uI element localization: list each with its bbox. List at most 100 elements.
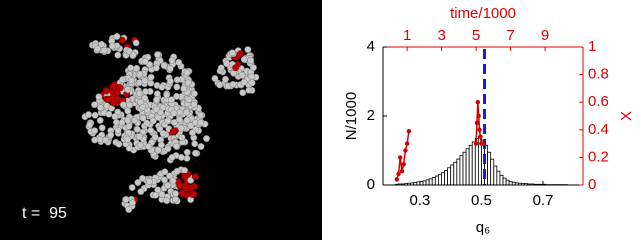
particle: [118, 36, 126, 44]
bar: [447, 167, 452, 186]
particle: [168, 56, 176, 64]
y-tick-label: 2: [367, 107, 375, 124]
particle: [136, 70, 144, 78]
particle: [115, 140, 123, 148]
particle: [216, 81, 224, 89]
particle: [168, 153, 176, 161]
particle: [211, 75, 219, 82]
particle: [173, 83, 181, 91]
particle: [245, 86, 253, 94]
x2-axis-label: time/1000: [450, 5, 516, 22]
particle: [170, 119, 178, 126]
bar: [468, 144, 473, 186]
series-point: [394, 177, 399, 182]
particle: [152, 64, 160, 72]
particle: [85, 111, 93, 119]
particle: [168, 96, 175, 104]
particle: [178, 189, 186, 197]
bar: [493, 165, 498, 186]
particle: [110, 99, 118, 107]
particle: [95, 93, 103, 101]
particle: [133, 125, 141, 133]
particle: [236, 50, 244, 58]
particle: [183, 69, 191, 77]
particle: [240, 78, 248, 86]
bar: [453, 161, 458, 186]
bar: [422, 180, 427, 186]
bar: [496, 170, 501, 186]
particle: [108, 42, 116, 50]
particle: [191, 149, 199, 157]
bar: [425, 179, 430, 186]
particle: [113, 89, 121, 97]
x2-tick-label: 9: [541, 27, 549, 44]
particle: [228, 49, 236, 57]
particle: [145, 177, 153, 185]
particle: [133, 64, 141, 72]
particle: [154, 51, 161, 59]
particle: [98, 40, 106, 48]
particle: [131, 116, 139, 124]
particle: [177, 153, 185, 161]
bar: [444, 170, 449, 186]
particle: [91, 101, 98, 109]
bar: [502, 177, 507, 186]
particle: [152, 105, 160, 113]
bar: [499, 174, 504, 186]
x-tick-label: 0.3: [409, 192, 430, 209]
particle: [222, 75, 229, 83]
particle: [248, 79, 256, 87]
particle: [170, 109, 178, 117]
particle: [166, 65, 174, 72]
particle: [114, 95, 122, 103]
series-point: [474, 120, 480, 126]
bar: [431, 177, 436, 186]
x-axis-label: q₆: [476, 219, 490, 236]
particle: [172, 142, 180, 150]
particle: [185, 96, 193, 104]
x2-tick-label: 7: [506, 27, 514, 44]
bar: [459, 155, 464, 186]
particle: [239, 89, 247, 97]
particle: [139, 103, 147, 111]
particle: [161, 176, 168, 184]
y-axis-label: N/1000: [343, 92, 360, 140]
y-tick-label: 0: [367, 176, 375, 193]
particle: [102, 87, 110, 95]
particle: [100, 46, 108, 54]
bar: [471, 141, 476, 186]
particle: [248, 73, 256, 81]
bar: [462, 151, 467, 186]
particle: [191, 173, 199, 181]
y2-tick-label: 1: [588, 38, 596, 55]
particle: [143, 119, 151, 127]
particle: [132, 39, 140, 47]
particle: [163, 197, 171, 205]
particle: [187, 184, 195, 192]
particle: [247, 57, 255, 65]
y2-tick-label: 0.4: [588, 121, 609, 138]
particle: [166, 77, 174, 85]
particle: [169, 177, 177, 185]
y2-tick-label: 0.2: [588, 148, 609, 165]
particle: [125, 122, 133, 130]
particle: [94, 45, 102, 53]
particle: [124, 86, 132, 93]
particle: [159, 130, 167, 137]
x2-tick-label: 1: [403, 27, 411, 44]
particle: [191, 140, 199, 148]
series-point: [404, 141, 410, 146]
series-point: [476, 113, 481, 119]
particle: [166, 172, 174, 180]
particle: [125, 206, 133, 213]
particle: [135, 133, 143, 141]
bar: [437, 174, 442, 186]
particle: [127, 76, 135, 84]
particle: [129, 51, 137, 59]
time-label: t = 95: [22, 205, 67, 222]
particle: [141, 94, 149, 102]
particle: [173, 76, 181, 84]
particle: [154, 146, 162, 154]
particle: [244, 46, 252, 54]
particle: [172, 195, 179, 203]
